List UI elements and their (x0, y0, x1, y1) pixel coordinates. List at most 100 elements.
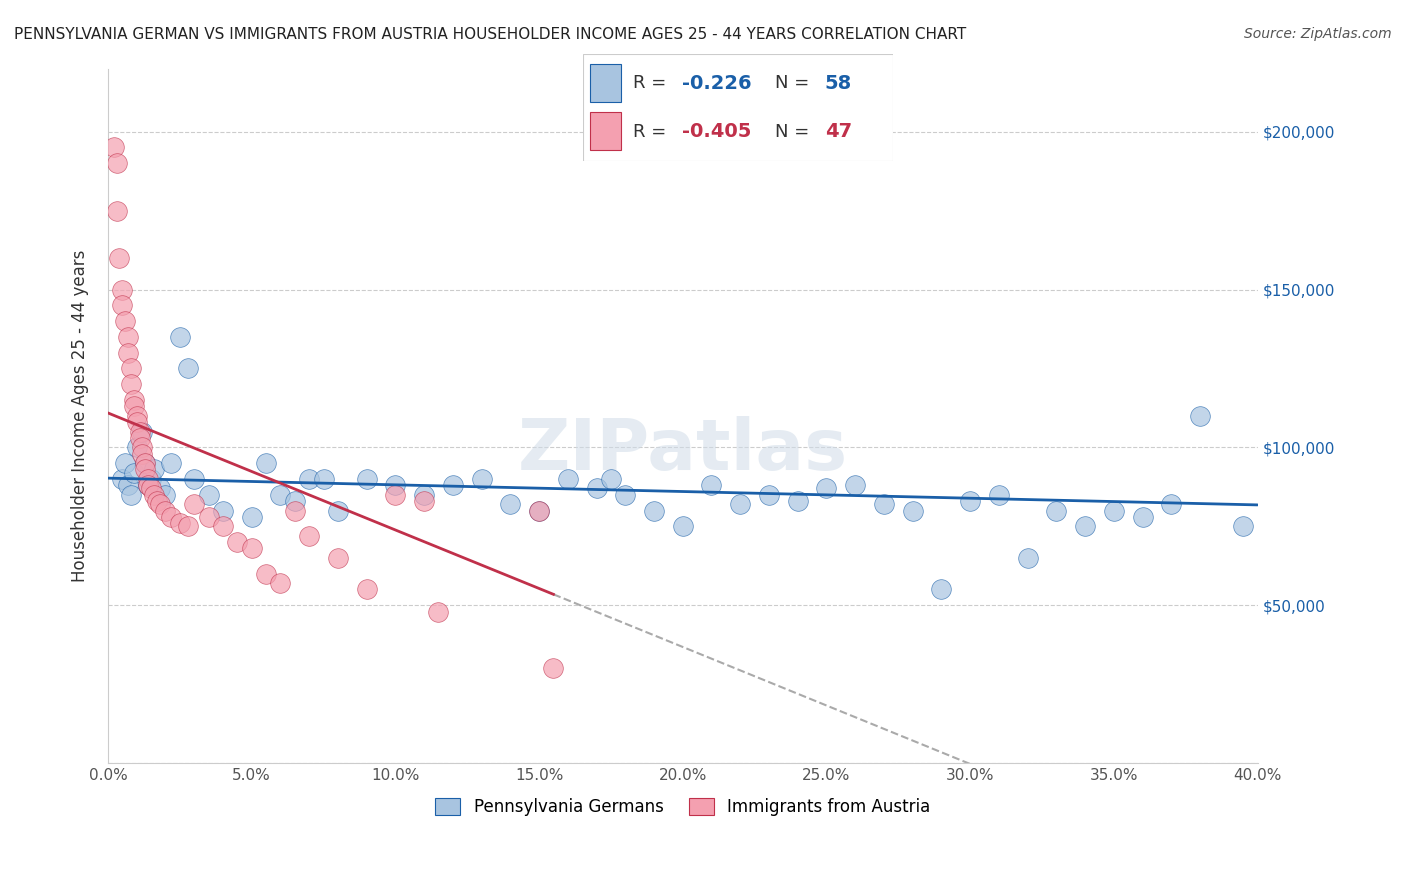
Point (284, 494, 307, 508)
Point (155, 503, 177, 517)
Point (413, 494, 436, 508)
Point (585, 482, 607, 496)
Point (134, 456, 156, 470)
Point (527, 503, 550, 517)
Point (557, 472, 579, 486)
Point (1232, 519, 1254, 533)
Point (212, 503, 235, 517)
Point (131, 425, 153, 439)
Text: -0.405: -0.405 (682, 122, 752, 141)
Point (758, 488, 780, 502)
Point (254, 566, 277, 581)
Point (987, 488, 1010, 502)
Point (815, 482, 838, 496)
Point (125, 415, 148, 429)
Point (356, 582, 378, 597)
Text: ZIPatlas: ZIPatlas (517, 416, 848, 485)
Point (125, 441, 148, 455)
Point (143, 488, 166, 502)
Point (700, 478, 723, 492)
Point (844, 478, 866, 492)
Point (643, 503, 665, 517)
Point (269, 488, 291, 502)
Point (728, 497, 751, 511)
Point (672, 519, 695, 533)
Point (108, 251, 131, 265)
Point (117, 330, 139, 344)
Point (931, 582, 953, 597)
Point (120, 377, 142, 392)
Point (527, 503, 550, 517)
Point (873, 497, 896, 511)
Point (134, 456, 156, 470)
Point (1189, 409, 1212, 423)
Point (326, 550, 349, 565)
Point (600, 472, 623, 486)
Point (139, 482, 162, 496)
Point (183, 497, 205, 511)
Point (139, 472, 162, 486)
Point (155, 488, 177, 502)
Point (128, 425, 150, 439)
Point (122, 466, 145, 480)
Point (254, 456, 277, 470)
Point (298, 472, 321, 486)
Point (177, 519, 200, 533)
Point (197, 509, 219, 524)
FancyBboxPatch shape (589, 64, 620, 102)
Y-axis label: Householder Income Ages 25 - 44 years: Householder Income Ages 25 - 44 years (72, 250, 89, 582)
Point (1017, 550, 1039, 565)
Text: 58: 58 (825, 74, 852, 93)
Point (160, 509, 183, 524)
Point (136, 472, 159, 486)
Point (901, 503, 924, 517)
Point (131, 441, 153, 455)
Point (212, 519, 235, 533)
Point (114, 456, 136, 470)
Point (136, 478, 159, 492)
Text: 47: 47 (825, 122, 852, 141)
Point (786, 494, 808, 508)
Point (105, 156, 128, 170)
Point (1132, 509, 1154, 524)
Point (183, 472, 205, 486)
Point (384, 478, 406, 492)
Point (131, 447, 153, 461)
Point (111, 298, 134, 312)
Text: R =: R = (633, 75, 672, 93)
Point (169, 516, 191, 531)
Point (326, 503, 349, 517)
Point (471, 472, 494, 486)
Point (1160, 497, 1182, 511)
Text: -0.226: -0.226 (682, 74, 752, 93)
Point (543, 661, 565, 675)
Point (111, 472, 134, 486)
Point (499, 497, 522, 511)
Point (105, 203, 128, 218)
Point (122, 400, 145, 414)
Point (136, 478, 159, 492)
Point (240, 509, 263, 524)
Point (149, 482, 172, 496)
Point (122, 392, 145, 407)
Point (298, 529, 321, 543)
Point (240, 541, 263, 556)
Point (959, 494, 981, 508)
FancyBboxPatch shape (583, 54, 893, 161)
Point (120, 488, 142, 502)
Point (134, 462, 156, 476)
Point (269, 576, 291, 591)
Point (1074, 519, 1097, 533)
FancyBboxPatch shape (589, 112, 620, 150)
Point (146, 494, 169, 508)
Point (143, 462, 166, 476)
Point (120, 361, 142, 376)
Point (312, 472, 335, 486)
Point (1102, 503, 1125, 517)
Text: PENNSYLVANIA GERMAN VS IMMIGRANTS FROM AUSTRIA HOUSEHOLDER INCOME AGES 25 - 44 Y: PENNSYLVANIA GERMAN VS IMMIGRANTS FROM A… (14, 27, 966, 42)
Point (169, 330, 191, 344)
Point (197, 488, 219, 502)
Point (149, 497, 172, 511)
Legend: Pennsylvania Germans, Immigrants from Austria: Pennsylvania Germans, Immigrants from Au… (427, 789, 938, 824)
Text: R =: R = (633, 123, 672, 141)
